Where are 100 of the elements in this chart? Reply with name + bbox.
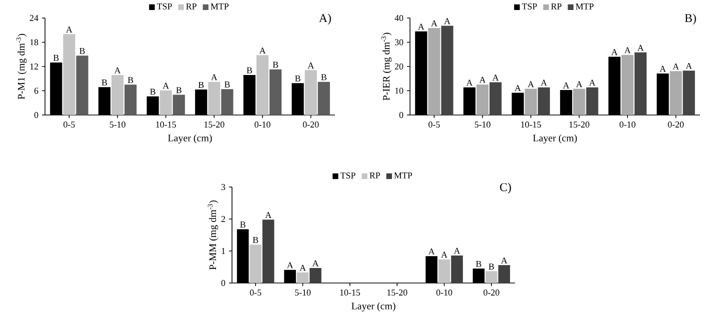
x-axis-title: Layer (cm) xyxy=(533,134,577,144)
x-tick-label: 15-20 xyxy=(204,122,224,128)
chart-title: C) xyxy=(500,182,511,194)
data-label: B xyxy=(321,74,326,80)
x-tick-label: 10-15 xyxy=(521,122,541,128)
legend-label: MTP xyxy=(210,4,229,10)
x-axis-title: Layer (cm) xyxy=(168,134,212,144)
y-tick-label: 2 xyxy=(221,216,225,222)
y-tick-label: 40 xyxy=(394,14,404,22)
data-label: B xyxy=(252,237,258,243)
data-label: A xyxy=(300,264,306,271)
bar xyxy=(670,71,682,115)
data-label: A xyxy=(114,67,121,74)
x-tick-label: 0-5 xyxy=(428,122,440,128)
bar xyxy=(634,52,647,115)
data-label: A xyxy=(454,248,460,254)
legend-label: RP xyxy=(370,172,380,178)
x-tick-label: 15-20 xyxy=(569,122,590,128)
y-tick-label: 6 xyxy=(34,88,38,94)
data-label: A xyxy=(211,74,218,80)
bar xyxy=(621,54,634,115)
data-label: A xyxy=(492,74,499,81)
bar xyxy=(586,87,598,115)
x-tick-label: 0-10 xyxy=(254,122,270,128)
y-tick-label: 20 xyxy=(394,63,404,70)
x-tick-label: 10-15 xyxy=(340,290,360,296)
data-label: A xyxy=(576,81,582,88)
data-label: B xyxy=(295,75,300,82)
data-label: A xyxy=(286,262,294,268)
data-label: B xyxy=(198,82,204,88)
data-label: A xyxy=(479,76,486,83)
y-tick-label: 18 xyxy=(30,39,38,46)
data-label: A xyxy=(162,82,169,89)
data-label: A xyxy=(428,248,435,254)
x-tick-label: 0-5 xyxy=(250,290,262,296)
y-tick-label: 0 xyxy=(34,112,38,118)
bar xyxy=(160,90,172,115)
bar xyxy=(573,88,586,115)
legend-label: TSP xyxy=(156,3,172,10)
data-label: A xyxy=(308,62,314,68)
chart-title: B) xyxy=(684,14,696,25)
bar xyxy=(441,26,454,115)
data-label: A xyxy=(672,63,680,70)
data-label: B xyxy=(150,88,156,95)
bar xyxy=(262,220,274,283)
y-axis-title: P-MM (mg dm$^{-3}$) xyxy=(208,200,218,270)
y-tick-label: 30 xyxy=(394,39,404,46)
data-label: A xyxy=(66,26,72,32)
y-tick-label: 12 xyxy=(30,64,38,70)
data-label: B xyxy=(79,48,85,54)
x-tick-label: 10-15 xyxy=(156,122,176,128)
bar xyxy=(498,265,510,283)
bar xyxy=(111,74,124,115)
data-label: A xyxy=(441,252,448,258)
legend-label: RP xyxy=(551,4,562,10)
bar xyxy=(296,272,309,283)
x-tick-label: 0-5 xyxy=(64,122,75,128)
legend-label: MTP xyxy=(394,172,412,178)
x-tick-label: 0-20 xyxy=(302,122,319,128)
bar xyxy=(476,84,489,115)
bar xyxy=(538,87,550,115)
bar xyxy=(318,82,330,115)
x-tick-label: 0-10 xyxy=(620,122,636,128)
bar xyxy=(270,69,282,115)
bar xyxy=(428,28,440,115)
data-label: A xyxy=(611,49,618,56)
bar xyxy=(451,255,463,283)
bar xyxy=(221,89,234,115)
bar xyxy=(486,271,498,283)
bar xyxy=(682,70,695,115)
x-tick-label: 0-10 xyxy=(436,290,452,296)
data-label: A xyxy=(660,66,666,72)
chart-title: A) xyxy=(318,14,331,25)
data-label: B xyxy=(53,54,59,61)
x-tick-label: 5-10 xyxy=(295,290,311,296)
data-label: B xyxy=(488,264,494,270)
data-label: B xyxy=(102,80,108,86)
legend-label: TSP xyxy=(340,172,356,179)
bar xyxy=(438,259,450,283)
bar xyxy=(63,34,76,115)
data-label: B xyxy=(224,82,230,88)
y-axis-title: P-IER (mg dm$^{-3}$) xyxy=(381,32,392,100)
data-label: A xyxy=(501,257,508,264)
legend-label: TSP xyxy=(522,3,537,10)
data-label: B xyxy=(176,87,182,94)
data-label: B xyxy=(240,222,246,228)
bar xyxy=(524,88,537,115)
x-tick-label: 0-20 xyxy=(668,122,684,128)
y-tick-label: 0 xyxy=(221,280,226,286)
bar xyxy=(172,94,185,115)
y-tick-label: 3 xyxy=(221,184,226,190)
data-label: B xyxy=(128,77,134,83)
data-label: B xyxy=(272,62,278,68)
data-label: A xyxy=(431,20,438,26)
bar xyxy=(208,82,220,115)
data-label: A xyxy=(514,85,521,91)
bar xyxy=(310,268,322,283)
x-tick-label: 15-20 xyxy=(387,290,408,296)
legend-label: RP xyxy=(186,4,196,10)
data-label: A xyxy=(686,63,692,69)
